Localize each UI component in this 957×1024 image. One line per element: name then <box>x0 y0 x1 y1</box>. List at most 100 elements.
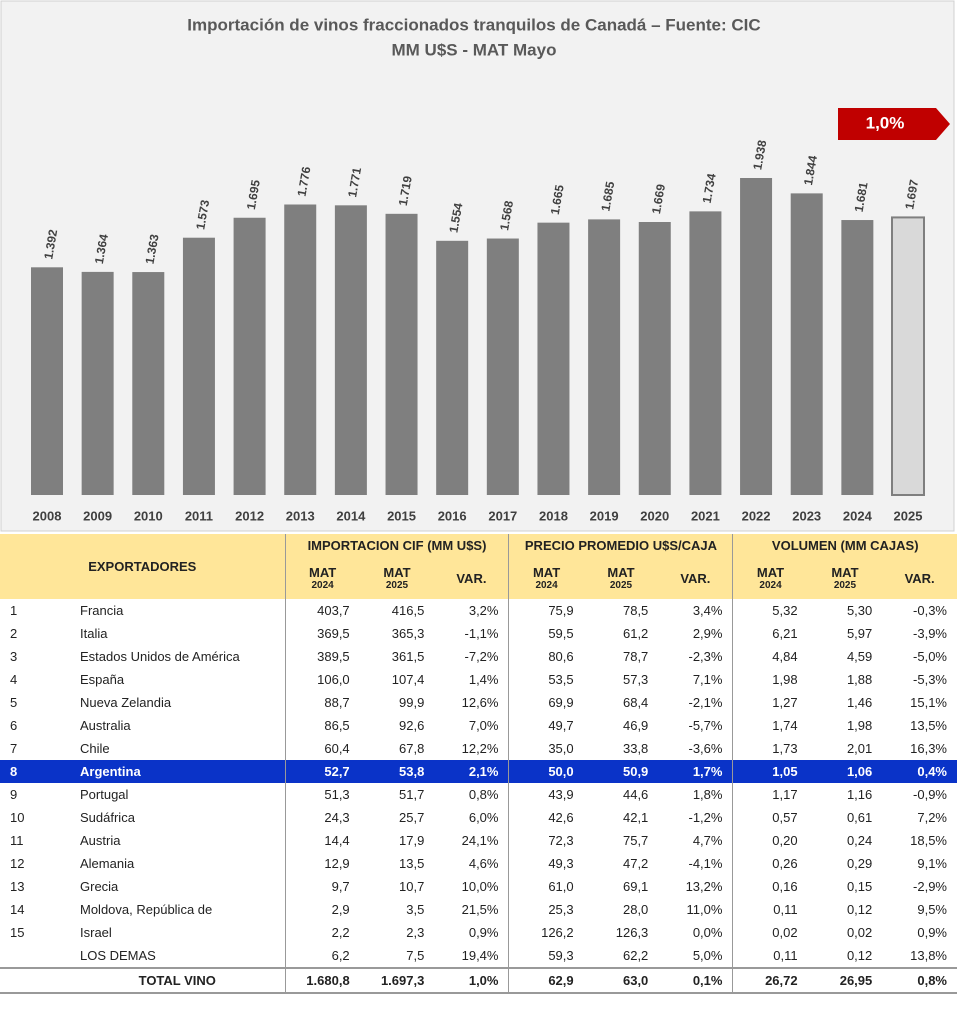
value-label: 1.771 <box>345 166 364 198</box>
exporter-name: LOS DEMAS <box>80 948 156 963</box>
cell: 0,61 <box>846 810 873 825</box>
value-label: 1.685 <box>598 180 617 212</box>
cell: -2,9% <box>913 879 947 894</box>
sub-header: MAT 2025 <box>807 557 883 599</box>
cell: 17,9 <box>399 833 425 848</box>
x-tick-label: 2024 <box>843 508 873 523</box>
cell: 63,0 <box>583 967 659 994</box>
sub-header-line: MAT <box>308 565 337 580</box>
value-label: 1.363 <box>143 233 162 265</box>
rank: 2 <box>10 626 18 641</box>
cell: 13,2% <box>685 879 723 894</box>
cell: 2,9% <box>692 626 723 641</box>
bar <box>182 237 215 495</box>
x-tick-label: 2018 <box>539 508 568 523</box>
cell: 0,02 <box>732 921 808 944</box>
table-row: 15 Israel 2,2 2,3 0,9% 126,2 126,3 0,0% 0,02 0,02… <box>0 921 957 944</box>
cell: 0,9% <box>917 925 947 940</box>
cell: 6,2 <box>284 944 360 968</box>
table-row: 6 Australia 86,5 92,6 7,0% 49,7 46,9 -5,7% 1,74 1… <box>0 714 957 737</box>
bar <box>537 222 570 496</box>
table-row: 7 Chile 60,4 67,8 12,2% 35,0 33,8 -3,6% 1,73 2,01… <box>0 737 957 760</box>
cell: 6,0% <box>468 810 499 825</box>
cell: 4,84 <box>732 645 808 668</box>
x-tick-label: 2013 <box>286 508 315 523</box>
cell: 12,2% <box>461 741 499 756</box>
cell: 75,7 <box>622 833 649 848</box>
bar <box>31 267 63 495</box>
cell: 0,02 <box>846 925 873 940</box>
cell: 69,9 <box>508 691 584 714</box>
exporter-name: Chile <box>80 741 110 756</box>
cell: 21,5% <box>461 902 499 917</box>
exporter-name: Sudáfrica <box>80 810 135 825</box>
exporter-name: Alemania <box>80 856 135 871</box>
x-tick-label: 2020 <box>640 508 669 523</box>
cell: 10,7 <box>399 879 425 894</box>
cell: 62,2 <box>622 948 649 963</box>
rank: 15 <box>10 925 25 940</box>
cell: 1,98 <box>846 718 873 733</box>
exporter-name: Grecia <box>80 879 119 894</box>
sub-header: MAT 2024 <box>284 557 360 599</box>
cell: 50,9 <box>583 760 659 783</box>
cell: 33,8 <box>622 741 649 756</box>
label-header: EXPORTADORES <box>0 534 286 599</box>
cell: 7,0% <box>468 718 499 733</box>
cell: 88,7 <box>284 691 360 714</box>
bar <box>588 219 621 495</box>
sub-header: MAT 2025 <box>359 557 435 599</box>
cell: 365,3 <box>391 626 425 641</box>
exporter-name: Portugal <box>80 787 129 802</box>
value-label: 1.844 <box>801 154 820 186</box>
sub-header-line: MAT <box>756 565 785 580</box>
cell: 126,2 <box>508 921 584 944</box>
cell: 13,5 <box>399 856 425 871</box>
cell: 3,4% <box>692 603 723 618</box>
table-row: 2 Italia 369,5 365,3 -1,1% 59,5 61,2 2,9% 6,21 5,… <box>0 622 957 645</box>
cell: 19,4% <box>461 948 499 963</box>
cell: 2,9 <box>284 898 360 921</box>
sub-header: VAR. <box>882 557 957 599</box>
cell: 0,0% <box>692 925 723 940</box>
cell: -1,1% <box>464 626 499 641</box>
cell: 1,4% <box>468 672 499 687</box>
cell: 12,6% <box>461 695 499 710</box>
cell: -5,0% <box>913 649 947 664</box>
cell: 43,9 <box>508 783 584 806</box>
cell: 14,4 <box>284 829 360 852</box>
cell: 4,7% <box>692 833 723 848</box>
exporter-name: TOTAL VINO <box>70 967 286 994</box>
value-label: 1.392 <box>41 228 60 260</box>
x-tick-label: 2016 <box>438 508 467 523</box>
rank: 5 <box>10 695 18 710</box>
cell: 1,17 <box>732 783 808 806</box>
bar <box>740 178 773 495</box>
table-row: LOS DEMAS 6,2 7,5 19,4% 59,3 62,2 5,0% 0,11 0,12… <box>0 944 957 968</box>
cell: 68,4 <box>622 695 649 710</box>
cell: 9,1% <box>917 856 947 871</box>
bar <box>385 213 418 496</box>
cell: 16,3% <box>910 741 947 756</box>
exporter-name: Austria <box>80 833 121 848</box>
exporter-name: Argentina <box>70 760 286 783</box>
cell: 10,0% <box>461 879 499 894</box>
rank: 6 <box>10 718 18 733</box>
cell: 0,26 <box>732 852 808 875</box>
group-header: PRECIO PROMEDIO U$S/CAJA <box>508 534 733 557</box>
cell: 0,9% <box>468 925 499 940</box>
table-row: 9 Portugal 51,3 51,7 0,8% 43,9 44,6 1,8% 1,17 1,1… <box>0 783 957 806</box>
value-label: 1.776 <box>295 165 314 197</box>
table-row: 13 Grecia 9,7 10,7 10,0% 61,0 69,1 13,2% 0,16 0,1… <box>0 875 957 898</box>
cell: 72,3 <box>508 829 584 852</box>
cell: 9,5% <box>917 902 947 917</box>
cell: 1,27 <box>732 691 808 714</box>
cell: 7,2% <box>917 810 947 825</box>
cell: 78,5 <box>622 603 649 618</box>
cell: 59,5 <box>508 622 584 645</box>
cell: 1.680,8 <box>284 967 360 994</box>
cell: 0,11 <box>732 898 808 921</box>
x-tick-label: 2010 <box>134 508 163 523</box>
x-tick-label: 2009 <box>83 508 112 523</box>
table-row: 10 Sudáfrica 24,3 25,7 6,0% 42,6 42,1 -1,2% 0,57… <box>0 806 957 829</box>
